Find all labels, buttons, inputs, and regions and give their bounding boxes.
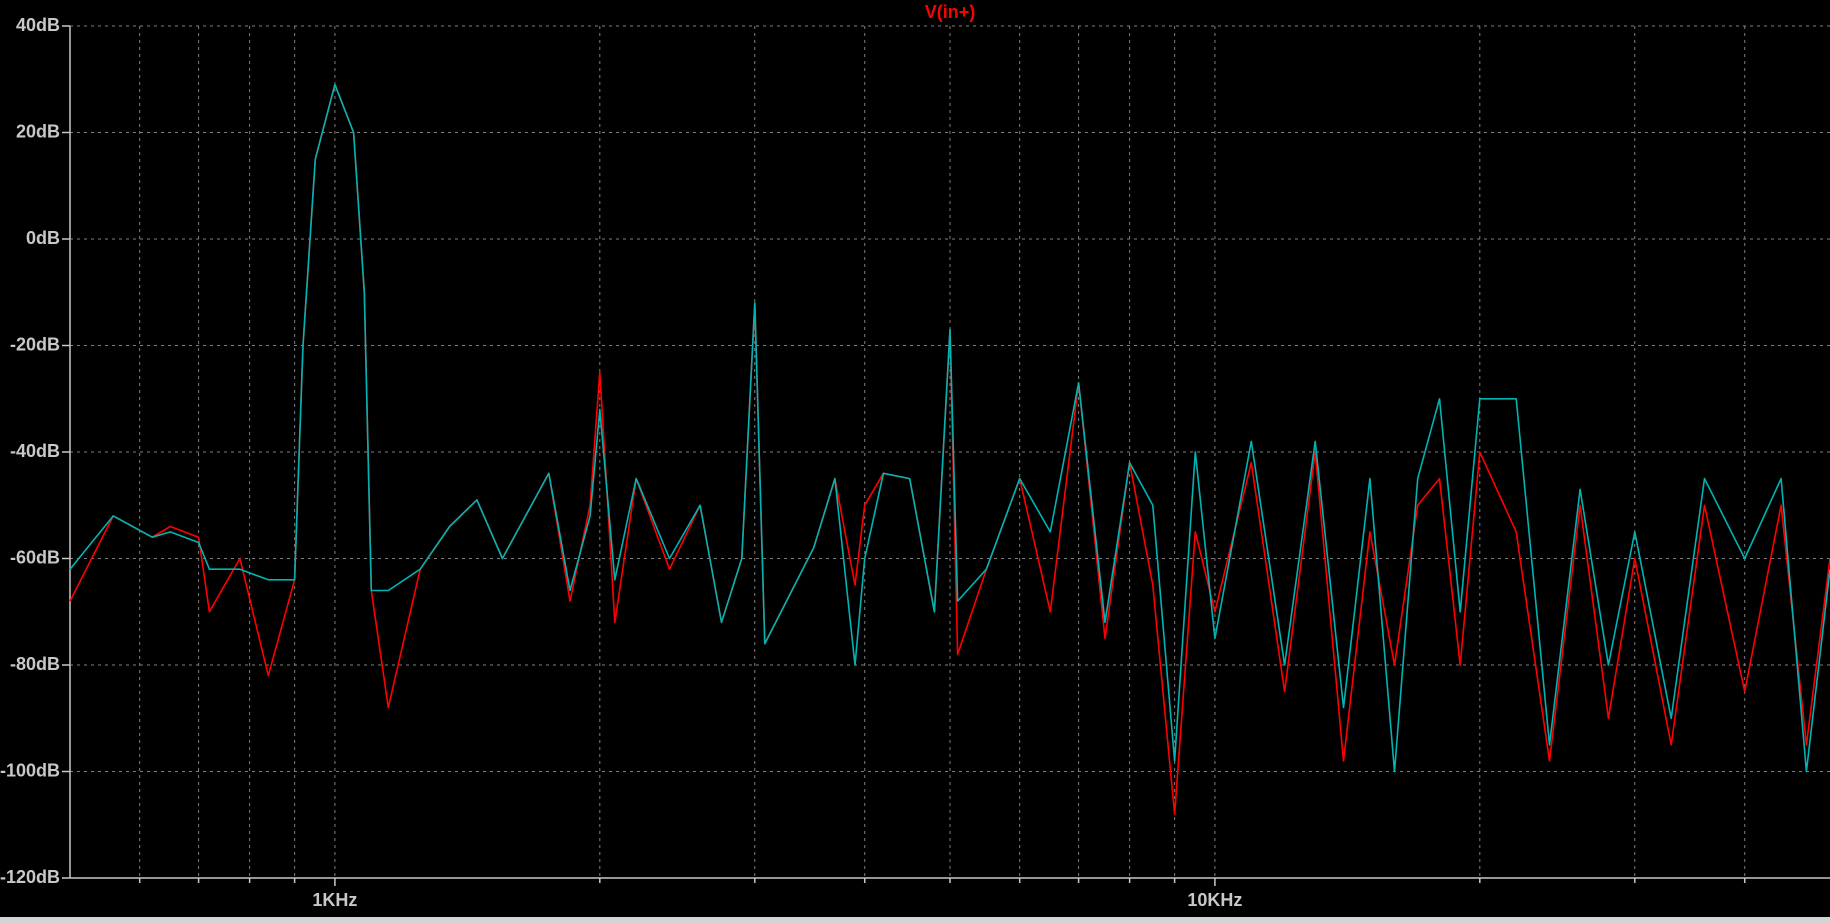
y-tick-label: 0dB [26, 228, 60, 248]
y-tick-label: -20dB [10, 334, 60, 354]
trace [69, 83, 1830, 773]
chart-title: V(in+) [925, 2, 976, 22]
y-tick-label: 40dB [16, 15, 60, 35]
y-tick-label: -120dB [0, 867, 60, 887]
x-tick-label: 1KHz [312, 890, 357, 910]
x-tick-label: 10KHz [1187, 890, 1242, 910]
y-tick-label: -80dB [10, 654, 60, 674]
y-tick-label: -60dB [10, 547, 60, 567]
status-bar [0, 917, 1830, 923]
y-tick-label: -40dB [10, 441, 60, 461]
y-tick-label: -100dB [0, 760, 60, 780]
y-tick-label: 20dB [16, 121, 60, 141]
